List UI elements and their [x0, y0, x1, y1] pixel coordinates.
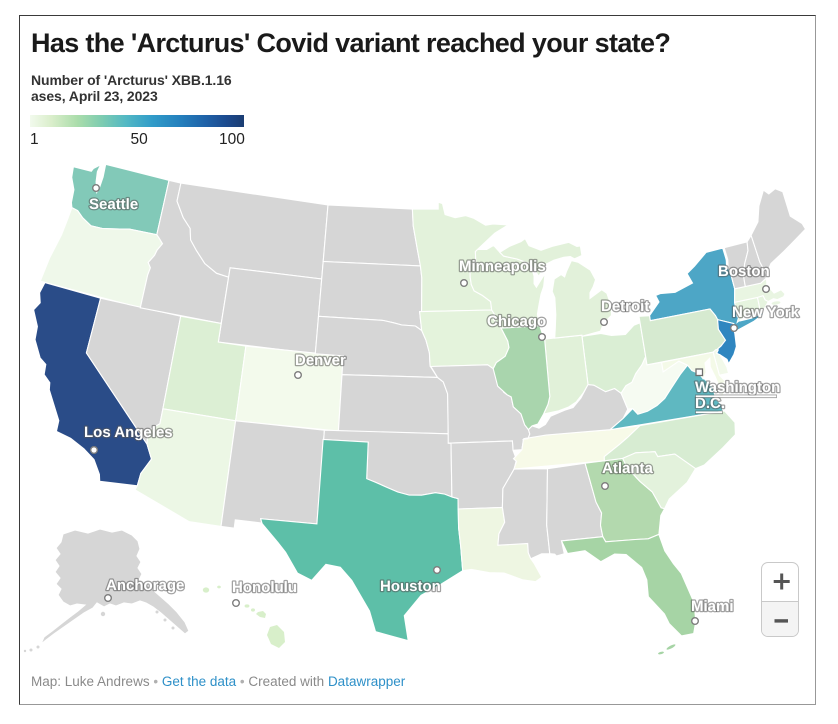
svg-text:Houston: Houston [380, 578, 441, 595]
svg-text:Los Angeles: Los Angeles [84, 424, 173, 441]
svg-text:Miami: Miami [691, 598, 734, 615]
svg-text:Atlanta: Atlanta [602, 460, 653, 477]
svg-text:Washington: Washington [695, 379, 780, 396]
svg-text:Seattle: Seattle [89, 196, 138, 213]
svg-text:Boston: Boston [718, 263, 770, 280]
svg-text:Detroit: Detroit [601, 298, 649, 315]
svg-text:Anchorage: Anchorage [106, 577, 184, 594]
svg-text:Denver: Denver [295, 352, 346, 369]
svg-text:New York: New York [732, 304, 800, 321]
svg-text:Minneapolis: Minneapolis [459, 258, 546, 275]
svg-text:D.C.: D.C. [695, 395, 725, 412]
svg-text:Honolulu: Honolulu [232, 579, 297, 596]
svg-text:Chicago: Chicago [487, 313, 546, 330]
